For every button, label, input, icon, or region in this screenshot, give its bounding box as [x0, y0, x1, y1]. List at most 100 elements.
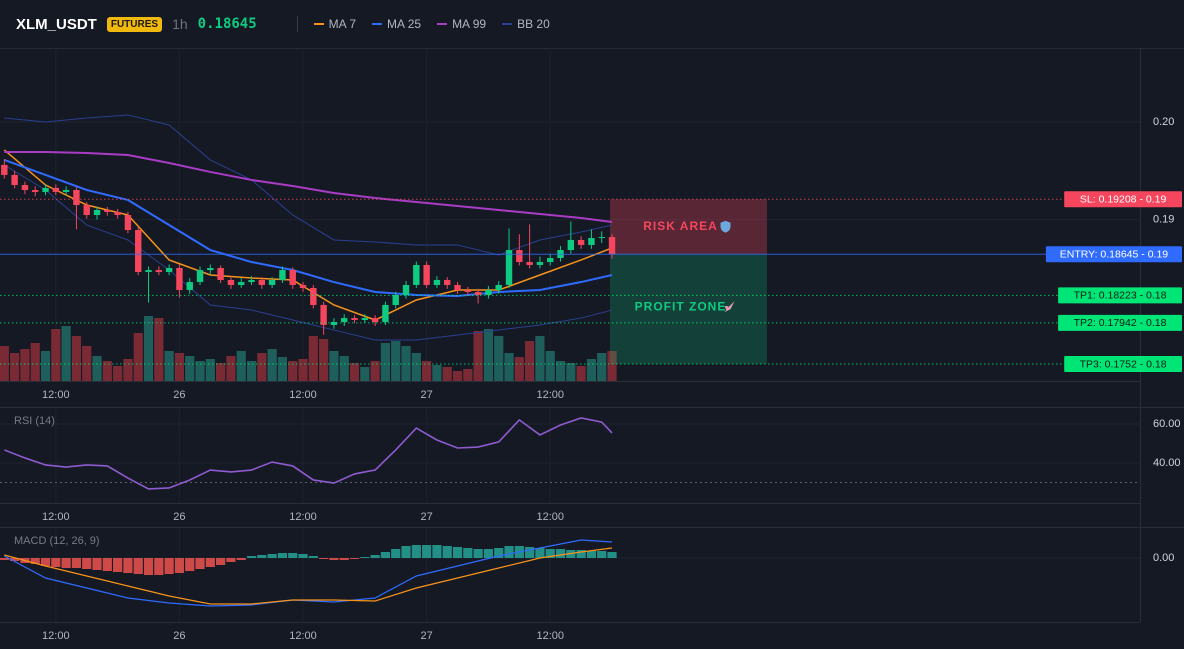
x-tick-label: 27 — [420, 511, 432, 523]
candle-body — [114, 211, 121, 215]
separator — [296, 16, 298, 32]
y-tick-label: 60.00 — [1153, 418, 1181, 430]
histogram-bar — [205, 558, 215, 567]
x-tick-label: 26 — [173, 389, 185, 401]
volume-bar — [164, 351, 174, 381]
candle-body — [485, 290, 492, 296]
zone-label: RISK AREA — [643, 219, 718, 233]
candle-body — [104, 210, 111, 212]
histogram-bar — [308, 556, 318, 558]
volume-bar — [113, 366, 123, 381]
histogram-bar — [535, 548, 545, 558]
candle-body — [382, 304, 389, 323]
volume-bar — [143, 316, 154, 381]
pane-title: RSI (14) — [14, 415, 55, 427]
legend-swatch — [502, 23, 513, 25]
histogram-bar — [154, 558, 164, 575]
rocket-icon — [724, 301, 735, 313]
candle-body — [289, 270, 296, 285]
candle-body — [238, 282, 245, 285]
legend-item: MA 99 — [437, 17, 486, 31]
volume-bar — [473, 331, 483, 381]
histogram-bar — [504, 546, 514, 558]
volume-bar — [566, 363, 576, 381]
candle-body — [135, 230, 142, 272]
histogram-bar — [360, 557, 370, 558]
histogram-bar — [164, 558, 174, 574]
volume-bar — [226, 356, 236, 381]
volume-bar — [246, 361, 257, 381]
candle-body — [93, 210, 101, 215]
histogram-bar — [380, 552, 391, 558]
volume-bar — [442, 367, 452, 381]
histogram-bar — [494, 548, 504, 558]
zone-label: PROFIT ZONE — [635, 299, 727, 313]
histogram-bar — [195, 558, 205, 569]
histogram-bar — [298, 554, 308, 558]
legend-swatch — [372, 23, 383, 25]
level-label-box — [1045, 246, 1182, 263]
market-badge: FUTURES — [106, 16, 163, 32]
candle-body — [268, 279, 276, 285]
volume-bar — [288, 361, 298, 381]
volume-bar — [545, 351, 555, 381]
histogram-bar — [607, 552, 617, 558]
level-label-box — [1064, 356, 1182, 373]
candle-body — [52, 187, 60, 192]
candle-body — [21, 185, 29, 191]
volume-bar — [51, 329, 61, 381]
volume-bar — [257, 353, 267, 381]
level-label-box — [1058, 287, 1182, 304]
macd-line — [4, 539, 613, 607]
volume-bar — [319, 339, 329, 381]
x-tick-label: 12:00 — [42, 389, 70, 401]
histogram-bar — [133, 558, 143, 574]
volume-bar — [92, 356, 102, 381]
candle-body — [42, 187, 49, 192]
volume-bar — [82, 346, 92, 381]
x-tick-label: 12:00 — [536, 511, 564, 523]
volume-bar — [30, 343, 40, 381]
candle-body — [608, 237, 616, 255]
histogram-bar — [277, 553, 288, 558]
histogram-bar — [545, 549, 555, 558]
candle-body — [1, 164, 8, 175]
volume-bar — [20, 349, 30, 381]
volume-bar — [277, 357, 288, 381]
histogram-bar — [185, 558, 195, 571]
histogram-bar — [0, 558, 9, 560]
candle-body — [516, 250, 523, 263]
level-label: TP3: 0.1752 - 0.18 — [1080, 358, 1167, 370]
x-tick-label: 12:00 — [42, 511, 70, 523]
histogram-bar — [10, 558, 20, 561]
candle-body — [124, 214, 132, 231]
level-label: TP1: 0.18223 - 0.18 — [1074, 290, 1167, 302]
histogram-bar — [525, 547, 535, 558]
x-tick-label: 12:00 — [289, 511, 317, 523]
x-tick-label: 26 — [173, 511, 185, 523]
candle-body — [73, 190, 80, 206]
candle-body — [505, 250, 513, 285]
histogram-bar — [370, 555, 380, 558]
volume-bar — [40, 351, 51, 381]
candle-body — [227, 279, 235, 285]
x-tick-label: 12:00 — [536, 389, 564, 401]
candle-body — [155, 270, 163, 272]
y-tick-label: 0.20 — [1153, 116, 1174, 128]
legend-item: MA 25 — [372, 17, 421, 31]
x-tick-label: 27 — [420, 389, 432, 401]
candle-body — [176, 267, 183, 291]
candle-body — [217, 267, 224, 280]
zone — [610, 254, 767, 365]
volume-bar — [463, 369, 473, 381]
level-label: TP2: 0.17942 - 0.18 — [1074, 317, 1167, 329]
candle-body — [196, 270, 204, 283]
histogram-bar — [123, 558, 133, 573]
histogram-bar — [329, 558, 339, 560]
moving-average — [3, 149, 613, 321]
histogram-bar — [246, 556, 257, 558]
histogram-bar — [483, 549, 494, 558]
histogram-bar — [422, 545, 432, 558]
macd-line — [4, 547, 613, 605]
volume-bar — [154, 318, 164, 381]
